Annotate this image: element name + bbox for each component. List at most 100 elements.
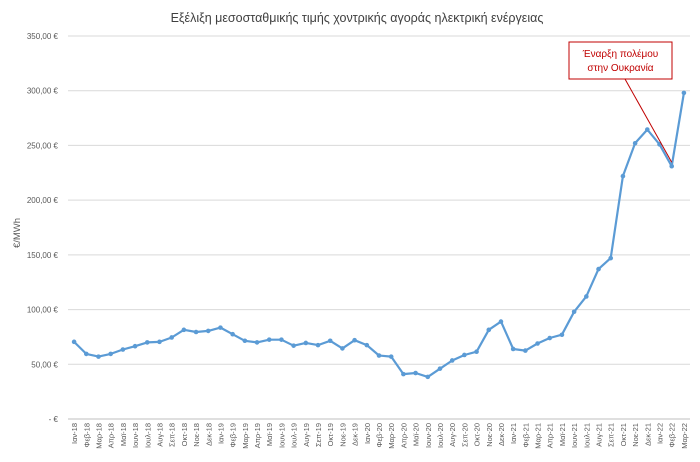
y-tick-label: 350,00 € <box>27 32 59 41</box>
data-point <box>669 163 675 169</box>
gridlines <box>68 35 690 420</box>
x-tick-label: Μαϊ-21 <box>558 423 567 446</box>
data-point <box>120 347 126 352</box>
data-point <box>596 266 601 272</box>
data-point <box>510 346 516 352</box>
data-point <box>376 353 382 358</box>
y-tick-label: 100,00 € <box>27 306 59 315</box>
data-point <box>218 325 223 330</box>
data-point <box>279 337 284 342</box>
data-point <box>205 328 211 334</box>
x-tick-label: Μαρ-19 <box>241 423 250 449</box>
x-tick-label: Απρ-21 <box>546 423 555 448</box>
x-tick-label: Απρ-20 <box>399 423 408 448</box>
y-tick-label: - € <box>49 415 59 424</box>
data-point <box>315 342 321 348</box>
data-point <box>437 366 443 371</box>
data-point <box>559 332 565 338</box>
x-tick-label: Δεκ-21 <box>643 423 652 446</box>
x-tick-label: Μαρ-20 <box>387 423 396 449</box>
series-line <box>72 91 686 378</box>
x-tick-label: Φεβ-18 <box>82 423 91 447</box>
data-point <box>535 341 540 346</box>
x-tick-label: Αυγ-20 <box>448 423 457 447</box>
data-point <box>486 327 492 333</box>
data-point <box>96 354 101 359</box>
data-point <box>108 351 113 357</box>
x-tick-label: Φεβ-20 <box>375 423 384 447</box>
data-point <box>632 140 638 146</box>
data-point <box>498 319 504 324</box>
x-axis-ticks: Ιαν-18 Φεβ-18 Μαρ-18 Απρ-18 Μαϊ-18 Ιουν-18 Ιου… <box>70 423 689 449</box>
annotation-box <box>568 41 673 80</box>
data-point <box>71 339 77 345</box>
data-point <box>193 329 199 335</box>
x-tick-label: Ιαν-20 <box>363 423 372 444</box>
annotation-line-1: Έναρξη πολέμου <box>582 48 659 60</box>
data-point <box>388 354 394 359</box>
data-point <box>242 338 248 344</box>
y-axis-label: €/MWh <box>12 218 23 248</box>
x-tick-label: Ιαν-18 <box>70 423 79 444</box>
x-tick-label: Οκτ-21 <box>619 423 628 446</box>
x-tick-label: Νοε-20 <box>485 423 494 447</box>
y-tick-label: 250,00 € <box>27 141 59 150</box>
x-tick-label: Μαρ-22 <box>680 423 689 449</box>
data-point <box>157 339 162 345</box>
annotation-pointer-line <box>624 78 673 163</box>
annotation: Έναρξη πολέμου στην Ουκρανία <box>568 41 673 163</box>
x-tick-label: Σεπ-21 <box>607 423 616 447</box>
x-tick-label: Ιουν-21 <box>570 423 579 448</box>
data-point <box>291 343 296 348</box>
data-point <box>169 335 174 340</box>
x-tick-label: Φεβ-19 <box>229 423 238 447</box>
data-point <box>620 173 626 179</box>
data-point <box>681 90 687 96</box>
chart-title: Εξέλιξη μεσοσταθμικής τιμής χοντρικής αγ… <box>171 11 544 25</box>
x-tick-label: Φεβ-22 <box>668 423 677 447</box>
data-point <box>266 337 272 342</box>
x-tick-label: Μαϊ-19 <box>265 423 274 446</box>
data-point <box>364 342 370 348</box>
data-point <box>462 352 467 358</box>
x-tick-label: Ιουν-20 <box>424 423 433 448</box>
data-point <box>83 351 89 357</box>
x-tick-label: Απρ-18 <box>107 423 116 448</box>
x-tick-label: Ιουν-18 <box>131 423 140 448</box>
x-tick-label: Νοε-21 <box>631 423 640 447</box>
x-tick-label: Νοε-18 <box>192 423 201 447</box>
data-point <box>352 337 357 343</box>
data-point <box>571 309 577 315</box>
x-tick-label: Μαϊ-18 <box>119 423 128 446</box>
x-tick-label: Οκτ-18 <box>180 423 189 446</box>
y-tick-label: 50,00 € <box>31 360 58 369</box>
x-tick-label: Ιουλ-19 <box>290 423 299 448</box>
data-point <box>144 340 150 345</box>
x-tick-label: Φεβ-21 <box>521 423 530 447</box>
x-tick-label: Μαϊ-20 <box>412 423 421 446</box>
x-tick-label: Ιουν-19 <box>277 423 286 448</box>
data-point <box>523 348 528 353</box>
x-tick-label: Απρ-19 <box>253 423 262 448</box>
y-axis-ticks: - € 50,00 € 100,00 € 150,00 € 200,00 € 250,00… <box>27 32 59 424</box>
data-point <box>254 340 260 345</box>
x-tick-label: Ιαν-19 <box>216 423 225 444</box>
x-tick-label: Νοε-19 <box>338 423 347 447</box>
x-tick-label: Οκτ-20 <box>473 423 482 446</box>
x-tick-label: Ιαν-21 <box>509 423 518 444</box>
x-tick-label: Ιουλ-18 <box>143 423 152 448</box>
data-point <box>401 371 406 377</box>
x-tick-label: Αυγ-18 <box>155 423 164 447</box>
data-point <box>645 127 650 132</box>
x-tick-label: Ιουλ-20 <box>436 423 445 448</box>
y-tick-label: 300,00 € <box>27 87 59 96</box>
x-tick-label: Δεκ-19 <box>351 423 360 446</box>
x-tick-label: Σεπ-19 <box>314 423 323 447</box>
series-layer <box>71 90 687 380</box>
x-tick-label: Σεπ-20 <box>460 423 469 447</box>
x-tick-label: Οκτ-19 <box>326 423 335 446</box>
x-tick-label: Αυγ-21 <box>595 423 604 447</box>
x-tick-label: Ιουλ-21 <box>582 423 591 448</box>
